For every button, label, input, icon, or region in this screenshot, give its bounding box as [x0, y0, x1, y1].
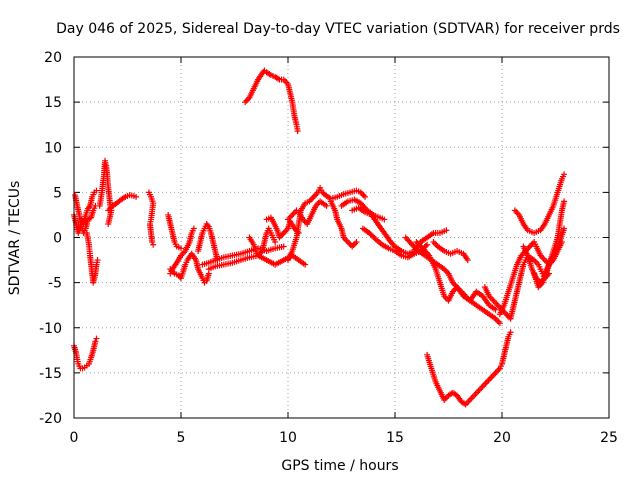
- chart-title: Day 046 of 2025, Sidereal Day-to-day VTE…: [56, 21, 620, 37]
- data-point: [204, 222, 211, 229]
- gridlines: [74, 57, 609, 418]
- y-tick-label: -20: [39, 411, 62, 427]
- data-point: [150, 241, 157, 248]
- y-tick-label: -10: [39, 321, 62, 337]
- data-point: [190, 225, 197, 232]
- data-point: [280, 243, 287, 250]
- x-tick-label: 0: [70, 430, 79, 446]
- data-point: [424, 241, 431, 248]
- data-point: [561, 198, 568, 205]
- y-tick-label: -5: [48, 276, 62, 292]
- data-point: [294, 128, 301, 135]
- x-tick-label: 10: [279, 430, 297, 446]
- y-tick-label: 15: [44, 95, 62, 111]
- x-axis-label: GPS time / hours: [281, 458, 398, 474]
- data-point: [93, 335, 100, 342]
- x-tick-label: 5: [177, 430, 186, 446]
- data-point: [178, 245, 184, 252]
- y-tick-label: 10: [44, 140, 62, 156]
- data-point: [92, 338, 99, 345]
- y-tick-label: 20: [44, 50, 62, 66]
- x-tick-label: 15: [386, 430, 404, 446]
- data-point: [443, 227, 450, 234]
- data-point: [362, 193, 369, 200]
- data-point: [496, 320, 503, 327]
- data-point: [561, 225, 568, 232]
- y-tick-label: 0: [53, 231, 62, 247]
- data-point: [105, 220, 112, 227]
- data-point: [371, 235, 378, 242]
- x-tick-label: 20: [493, 430, 511, 446]
- x-tick-label: 25: [600, 430, 618, 446]
- data-point: [93, 187, 100, 194]
- data-point: [133, 193, 140, 200]
- data-point: [381, 216, 388, 223]
- plot-frame: [73, 56, 610, 419]
- data-point: [323, 202, 330, 209]
- data-point: [464, 257, 471, 264]
- axis-ticks: 0 5 10 15 20 25 -20 -15 -10 -5 0 5 10 15 20: [39, 50, 618, 446]
- y-axis-label: SDTVAR / TECUs: [7, 181, 23, 296]
- data-point: [94, 257, 101, 264]
- data-points: [71, 67, 568, 408]
- data-point: [302, 261, 309, 268]
- y-tick-label: 5: [53, 185, 62, 201]
- y-tick-label: -15: [39, 366, 62, 382]
- data-point: [272, 239, 279, 246]
- data-point: [353, 239, 360, 246]
- data-point: [149, 239, 156, 246]
- data-point: [85, 204, 92, 211]
- data-point: [561, 171, 568, 178]
- data-point: [507, 329, 514, 336]
- data-point: [492, 306, 499, 313]
